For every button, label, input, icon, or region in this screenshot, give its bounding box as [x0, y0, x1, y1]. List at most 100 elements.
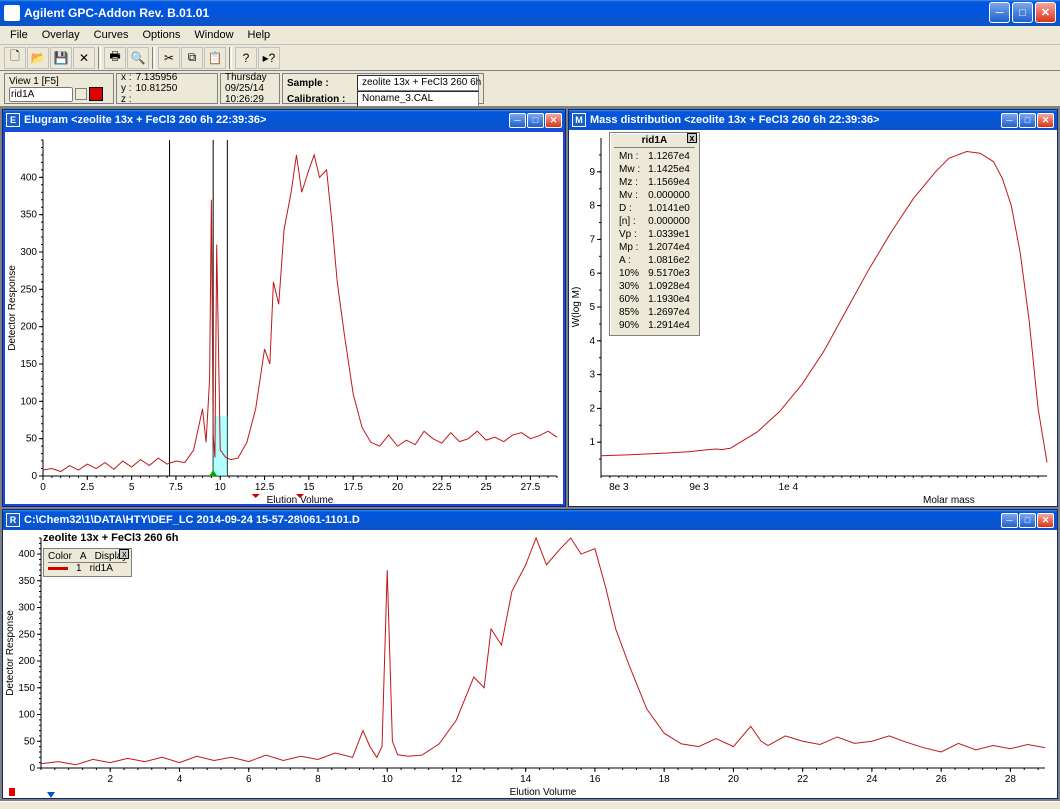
view-label: View 1 [F5]: [9, 76, 59, 87]
legend-box[interactable]: Color A Display x 1 rid1A: [43, 548, 132, 577]
svg-text:Elution Volume: Elution Volume: [510, 787, 577, 798]
svg-text:5: 5: [129, 482, 135, 493]
massdist-minimize-button[interactable]: ─: [1001, 113, 1018, 128]
menu-window[interactable]: Window: [188, 27, 239, 43]
svg-text:25: 25: [481, 482, 493, 493]
svg-text:350: 350: [20, 210, 37, 221]
svg-text:22.5: 22.5: [432, 482, 452, 493]
stats-header: rid1A: [642, 135, 668, 146]
svg-text:24: 24: [866, 774, 878, 785]
svg-text:9: 9: [589, 167, 595, 178]
delete-icon[interactable]: ✕: [73, 47, 95, 69]
elugram-chart[interactable]: 05010015020025030035040002.557.51012.515…: [3, 130, 565, 506]
raw-minimize-button[interactable]: ─: [1001, 513, 1018, 528]
preview-icon[interactable]: 🔍: [127, 47, 149, 69]
svg-text:W(log M): W(log M): [571, 287, 582, 328]
svg-text:16: 16: [589, 774, 601, 785]
maximize-button[interactable]: □: [1012, 2, 1033, 23]
stats-box[interactable]: rid1Ax Mn :1.1267e4Mw :1.1425e4Mz :1.156…: [609, 132, 700, 336]
cursor-coords: x :7.135956 y :10.81250 z :: [116, 73, 218, 104]
paste-icon[interactable]: 📋: [204, 47, 226, 69]
menubar: File Overlay Curves Options Window Help: [0, 26, 1060, 46]
minimize-button[interactable]: ─: [989, 2, 1010, 23]
svg-text:8: 8: [589, 201, 595, 212]
menu-options[interactable]: Options: [136, 27, 186, 43]
svg-text:6: 6: [589, 268, 595, 279]
open-icon[interactable]: 📂: [27, 47, 49, 69]
y-label: y :: [121, 83, 132, 94]
svg-text:2: 2: [589, 403, 595, 414]
separator: [152, 47, 155, 69]
elugram-titlebar[interactable]: E Elugram <zeolite 13x + FeCl3 260 6h 22…: [3, 110, 565, 130]
new-icon[interactable]: 🗋: [4, 47, 26, 69]
svg-text:300: 300: [18, 603, 35, 614]
raw-close-button[interactable]: ✕: [1037, 513, 1054, 528]
svg-text:250: 250: [20, 284, 37, 295]
svg-text:2.5: 2.5: [80, 482, 94, 493]
menu-overlay[interactable]: Overlay: [36, 27, 86, 43]
massdist-chart[interactable]: 1234567898e 39e 31e 4Molar massW(log M) …: [569, 130, 1057, 506]
svg-text:150: 150: [18, 683, 35, 694]
raw-titlebar[interactable]: R C:\Chem32\1\DATA\HTY\DEF_LC 2014-09-24…: [3, 510, 1057, 530]
svg-text:10: 10: [382, 774, 394, 785]
toolbar: 🗋 📂 💾 ✕ 🖶 🔍 ✂ ⧉ 📋 ? ▸?: [0, 45, 1060, 71]
raw-chart[interactable]: zeolite 13x + FeCl3 260 6h Color A Displ…: [3, 530, 1057, 798]
elugram-title: Elugram <zeolite 13x + FeCl3 260 6h 22:3…: [24, 114, 509, 126]
svg-text:150: 150: [20, 359, 37, 370]
svg-text:0: 0: [29, 763, 35, 774]
elugram-close-button[interactable]: ✕: [545, 113, 562, 128]
legend-a-val: 1: [76, 563, 82, 574]
day-label: Thursday: [225, 72, 267, 83]
close-button[interactable]: ✕: [1035, 2, 1056, 23]
svg-text:0: 0: [31, 471, 37, 482]
raw-inner-title: zeolite 13x + FeCl3 260 6h: [43, 532, 178, 544]
calibration-field[interactable]: Noname_3.CAL: [357, 91, 479, 107]
cut-icon[interactable]: ✂: [158, 47, 180, 69]
svg-text:50: 50: [24, 736, 36, 747]
app-titlebar[interactable]: Agilent GPC-Addon Rev. B.01.01 ─ □ ✕: [0, 0, 1060, 26]
svg-text:200: 200: [18, 656, 35, 667]
x-label: x :: [121, 72, 132, 83]
trace-name-input[interactable]: [9, 87, 73, 102]
massdist-titlebar[interactable]: M Mass distribution <zeolite 13x + FeCl3…: [569, 110, 1057, 130]
app-title: Agilent GPC-Addon Rev. B.01.01: [24, 6, 989, 20]
svg-text:4: 4: [177, 774, 183, 785]
massdist-maximize-button[interactable]: □: [1019, 113, 1036, 128]
massdist-window: M Mass distribution <zeolite 13x + FeCl3…: [568, 109, 1058, 507]
raw-maximize-button[interactable]: □: [1019, 513, 1036, 528]
trace-color-swatch[interactable]: [89, 87, 103, 101]
svg-text:300: 300: [20, 247, 37, 258]
massdist-close-button[interactable]: ✕: [1037, 113, 1054, 128]
legend-close-icon[interactable]: x: [119, 549, 129, 559]
dropdown-icon[interactable]: [75, 88, 87, 100]
elugram-minimize-button[interactable]: ─: [509, 113, 526, 128]
svg-text:7: 7: [589, 234, 595, 245]
app-icon: [4, 5, 20, 21]
svg-text:400: 400: [20, 172, 37, 183]
save-icon[interactable]: 💾: [50, 47, 72, 69]
svg-text:7.5: 7.5: [169, 482, 183, 493]
svg-text:10: 10: [215, 482, 227, 493]
elugram-maximize-button[interactable]: □: [527, 113, 544, 128]
svg-text:1: 1: [589, 437, 595, 448]
whats-this-icon[interactable]: ▸?: [258, 47, 280, 69]
raw-window: R C:\Chem32\1\DATA\HTY\DEF_LC 2014-09-24…: [2, 509, 1058, 799]
print-icon[interactable]: 🖶: [104, 47, 126, 69]
stats-close-icon[interactable]: x: [687, 133, 697, 143]
svg-text:200: 200: [20, 322, 37, 333]
legend-col-a: A: [80, 551, 87, 562]
svg-text:14: 14: [520, 774, 532, 785]
z-label: z :: [121, 94, 132, 105]
statusbar: [0, 801, 1060, 809]
sample-label: Sample :: [287, 78, 353, 89]
help-icon[interactable]: ?: [235, 47, 257, 69]
copy-icon[interactable]: ⧉: [181, 47, 203, 69]
svg-text:12.5: 12.5: [255, 482, 275, 493]
svg-text:400: 400: [18, 549, 35, 560]
menu-curves[interactable]: Curves: [88, 27, 135, 43]
elugram-badge: E: [6, 113, 20, 127]
menu-help[interactable]: Help: [242, 27, 277, 43]
sample-field[interactable]: zeolite 13x + FeCl3 260 6h: [357, 75, 479, 91]
menu-file[interactable]: File: [4, 27, 34, 43]
svg-text:18: 18: [659, 774, 671, 785]
